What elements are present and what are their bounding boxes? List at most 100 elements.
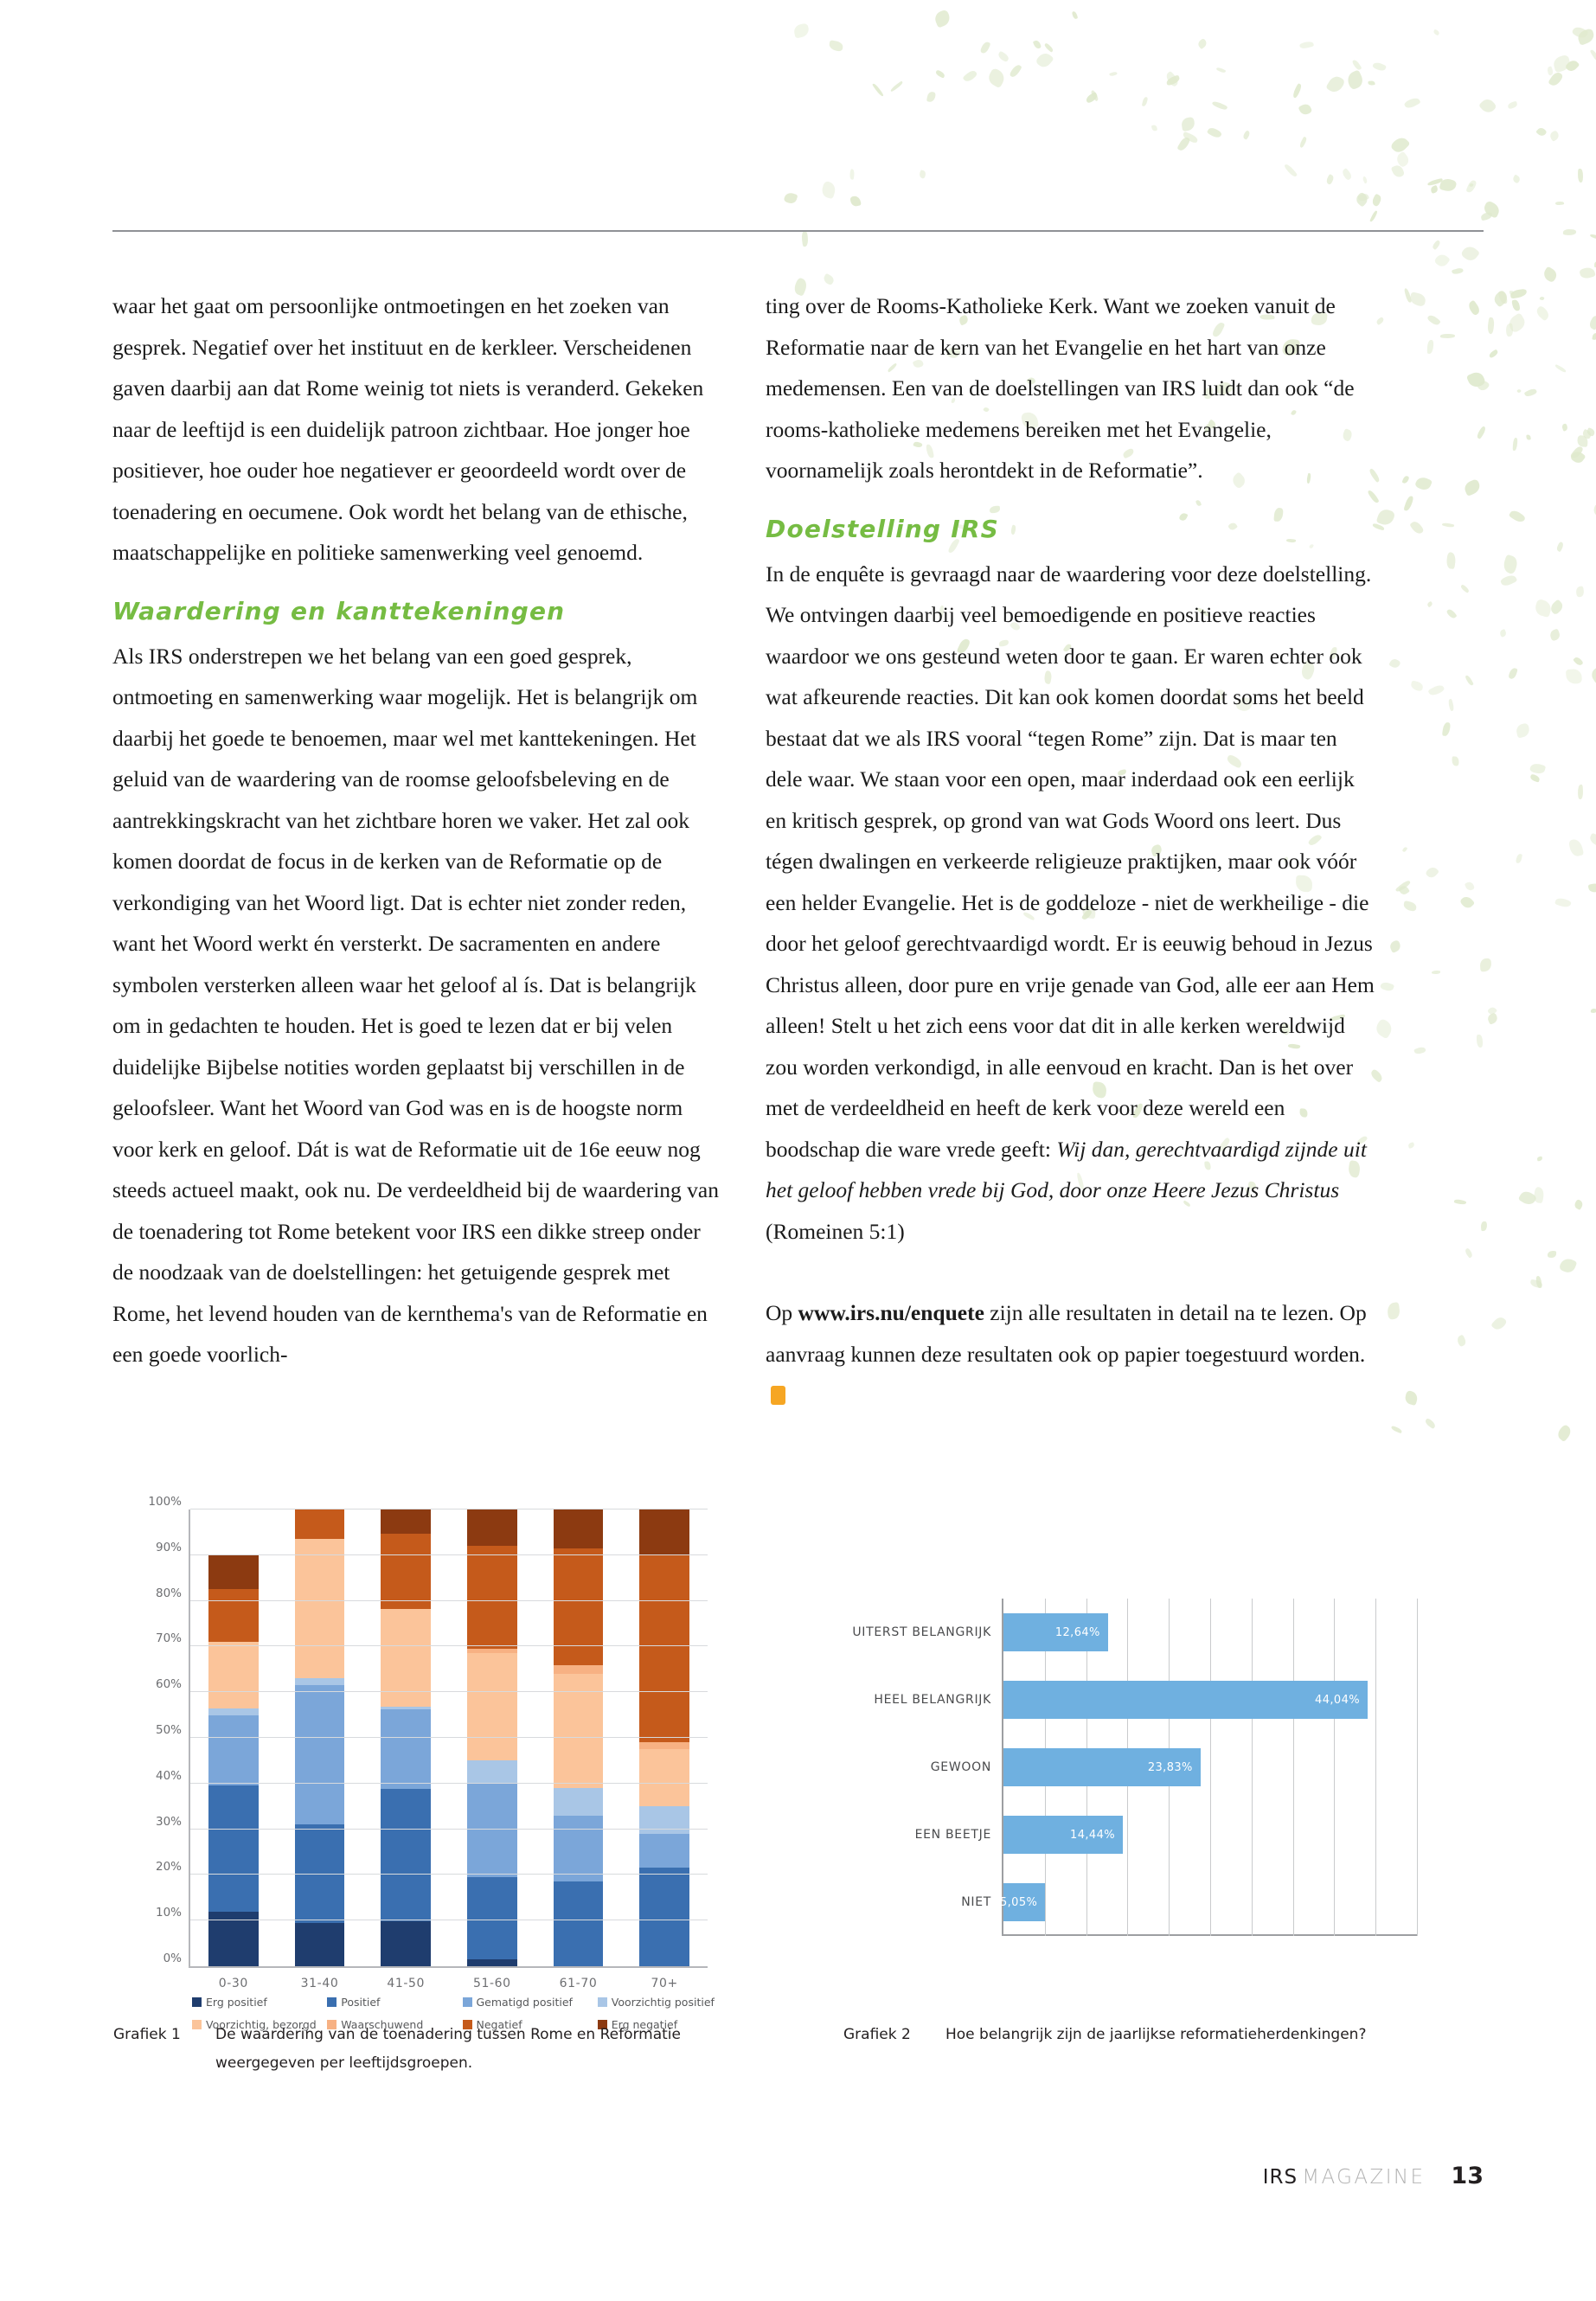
chart1-stacked-bar[interactable] xyxy=(208,1509,259,1966)
chart1-legend-label: Voorzichtig, bezorgd xyxy=(206,2018,317,2031)
chart1-gridline xyxy=(190,1965,708,1966)
chart1-legend-item[interactable]: Gematigd positief xyxy=(462,1996,598,2009)
chart1-legend-item[interactable]: Erg positief xyxy=(192,1996,327,2009)
chart1-bar-segment xyxy=(294,1539,345,1679)
scripture-quote: Wij dan, gerechtvaardigd zijnde uit het … xyxy=(766,1136,1367,1203)
chart2-bar[interactable]: 23,83% xyxy=(1003,1748,1201,1786)
chart1-y-tick-label: 10% xyxy=(155,1906,182,1920)
chart1-bar-segment xyxy=(466,1760,517,1784)
chart1-legend-label: Gematigd positief xyxy=(476,1996,573,2009)
chart1-bar-slot xyxy=(621,1509,708,1966)
chart1-bar-segment xyxy=(553,1674,604,1789)
enquete-url-link[interactable]: www.irs.nu/enquete xyxy=(798,1300,984,1325)
chart1-bar-segment xyxy=(294,1678,345,1686)
chart1-bar-segment xyxy=(466,1783,517,1878)
chart1-bar-segment xyxy=(294,1824,345,1923)
chart1-legend-item[interactable]: Voorzichtig positief xyxy=(597,1996,733,2009)
chart1-bar-segment xyxy=(208,1715,259,1786)
chart1-legend-label: Erg negatief xyxy=(611,2018,678,2031)
chart1-legend-item[interactable]: Voorzichtig, bezorgd xyxy=(192,2018,327,2031)
chart2-bar-row: EEN BEETJE 14,44% xyxy=(915,1816,1417,1854)
caption-figure-1: Grafiek 1 De waardering van de toenaderi… xyxy=(113,2021,736,2078)
chart1-stacked-bar[interactable] xyxy=(294,1509,345,1966)
chart1-legend-swatch xyxy=(597,2020,607,2029)
chart1-bar-segment xyxy=(381,1608,432,1708)
chart1-legend-item[interactable]: Positief xyxy=(327,1996,462,2009)
chart1-bar-segment xyxy=(381,1921,432,1966)
chart2-bar-row: UITERST BELANGRIJK 12,64% xyxy=(852,1613,1417,1651)
caption-2-text: Hoe belangrijk zijn de jaarlijkse reform… xyxy=(945,2026,1367,2043)
chart1-bar-segment xyxy=(639,1554,690,1743)
chart2-bar[interactable]: 44,04% xyxy=(1003,1681,1368,1719)
chart1-bar-segment xyxy=(639,1742,690,1750)
chart2-bar[interactable]: 14,44% xyxy=(1003,1816,1124,1854)
end-of-article-mark xyxy=(771,1386,785,1405)
closing-rest: zijn alle resultaten in detail na te lez… xyxy=(766,1300,1367,1367)
chart1-y-tick-label: 100% xyxy=(148,1495,182,1509)
caption-figure-2: Grafiek 2 Hoe belangrijk zijn de jaarlij… xyxy=(843,2021,1501,2049)
chart1-bars xyxy=(190,1509,708,1966)
chart1-bar-segment xyxy=(466,1509,517,1547)
chart2-value-label: 5,05% xyxy=(999,1895,1038,1909)
caption-1-text: De waardering van de toenadering tussen … xyxy=(215,2026,681,2072)
chart1-stacked-bar[interactable] xyxy=(466,1509,517,1966)
right-column: ting over de Rooms-Katholieke Kerk. Want… xyxy=(766,285,1378,1416)
chart1-stacked-bar[interactable] xyxy=(553,1509,604,1966)
figure-1-stacked-bar-chart: 0-30 31-40 41-50 51-60 61-70 70+ 0% 10% 20% 30% 4… xyxy=(87,1495,770,2037)
chart1-bar-slot xyxy=(277,1509,363,1966)
left-paragraph-2: Als IRS onderstrepen we het belang van e… xyxy=(112,643,719,1368)
chart1-bar-segment xyxy=(466,1649,517,1654)
footer-brand-group: IRS MAGAZINE xyxy=(1263,2166,1426,2189)
chart1-bar-segment xyxy=(208,1785,259,1912)
chart1-y-tick-label: 40% xyxy=(155,1768,182,1783)
footer-magazine-label: MAGAZINE xyxy=(1302,2166,1426,2189)
section-heading-waardering: Waardering en kanttekeningen xyxy=(112,596,566,625)
chart1-legend-item[interactable]: Waarschuwend xyxy=(327,2018,462,2031)
chart1-bar-slot xyxy=(535,1509,622,1966)
chart2-category-label: UITERST BELANGRIJK xyxy=(852,1625,991,1639)
chart1-bar-segment xyxy=(208,1589,259,1643)
caption-1-number: Grafiek 1 xyxy=(113,2026,181,2043)
footer-brand: IRS xyxy=(1262,2166,1298,2189)
caption-2-number: Grafiek 2 xyxy=(843,2026,911,2043)
chart1-gridline xyxy=(190,1737,708,1738)
chart1-bar-segment xyxy=(639,1806,690,1834)
chart1-stacked-bar[interactable] xyxy=(639,1509,690,1966)
chart1-bar-segment xyxy=(208,1554,259,1590)
chart1-bar-segment xyxy=(639,1509,690,1555)
chart1-bar-slot xyxy=(190,1509,277,1966)
chart2-category-label: GEWOON xyxy=(930,1760,991,1774)
chart1-x-tick-label: 61-70 xyxy=(559,1977,598,1990)
chart1-bar-segment xyxy=(639,1749,690,1807)
chart1-x-tick-label: 31-40 xyxy=(300,1977,339,1990)
chart1-bar-segment xyxy=(466,1546,517,1650)
chart1-bar-slot xyxy=(362,1509,449,1966)
chart1-x-tick-label: 51-60 xyxy=(473,1977,511,1990)
chart1-legend-swatch xyxy=(327,1997,337,2007)
chart1-gridline xyxy=(190,1691,708,1693)
page-footer: IRS MAGAZINE 13 xyxy=(1263,2163,1484,2189)
chart1-legend-item[interactable]: Negatief xyxy=(462,2018,598,2031)
closing-paragraph: Op www.irs.nu/enquete zijn alle resultat… xyxy=(766,1292,1378,1416)
chart1-stacked-bar[interactable] xyxy=(381,1509,432,1966)
paragraph-spacer xyxy=(766,1252,1378,1292)
chart1-legend-label: Erg positief xyxy=(206,1996,267,2009)
chart2-category-label: HEEL BELANGRIJK xyxy=(874,1693,991,1707)
chart1-x-axis-labels: 0-30 31-40 41-50 51-60 61-70 70+ xyxy=(190,1977,708,1990)
chart1-legend-label: Voorzichtig positief xyxy=(611,1996,715,2009)
chart2-bar[interactable]: 12,64% xyxy=(1003,1613,1108,1651)
right-paragraph-1: ting over de Rooms-Katholieke Kerk. Want… xyxy=(766,293,1355,483)
chart1-bar-segment xyxy=(553,1509,604,1548)
chart2-value-label: 14,44% xyxy=(1070,1828,1116,1842)
chart2-gridline xyxy=(1417,1599,1418,1936)
chart2-bar[interactable]: 5,05% xyxy=(999,1883,1046,1921)
chart1-y-tick-label: 0% xyxy=(163,1952,182,1965)
chart1-legend-item[interactable]: Erg negatief xyxy=(597,2018,733,2031)
chart1-y-tick-label: 20% xyxy=(155,1860,182,1875)
chart1-legend-label: Negatief xyxy=(476,2018,522,2031)
chart1-x-tick-label: 70+ xyxy=(651,1977,678,1990)
left-column: waar het gaat om persoonlijke ontmoeting… xyxy=(112,285,725,1375)
chart2-gridline xyxy=(1210,1599,1211,1936)
chart2-value-label: 23,83% xyxy=(1147,1760,1193,1774)
chart1-bar-segment xyxy=(294,1685,345,1825)
